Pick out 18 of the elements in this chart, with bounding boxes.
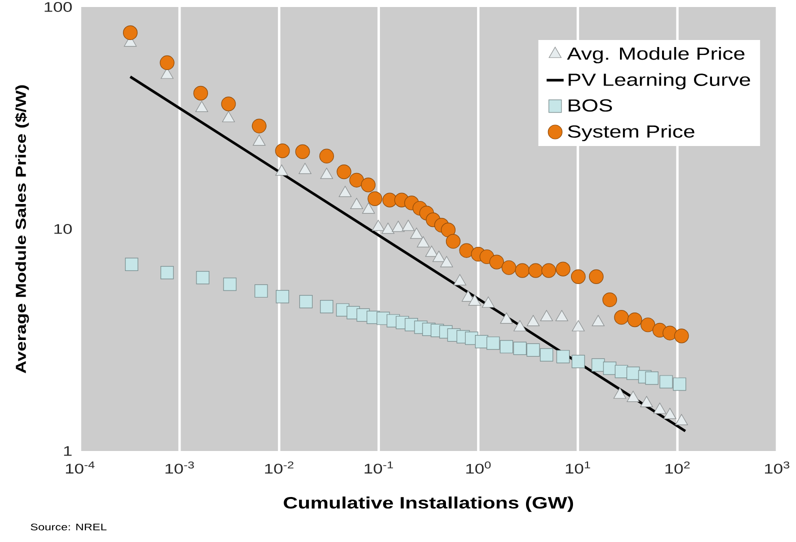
y-tick-label: 1 xyxy=(64,446,72,456)
x-tick-label: 10$^{0}$ xyxy=(466,462,491,474)
y-tick-label: 100 xyxy=(44,2,72,12)
y-axis-title: Average Module Sales Price ($/W) xyxy=(15,85,29,374)
x-tick-label: 10$^{1}$ xyxy=(566,462,590,474)
x-tick-label: 10$^{-2}$ xyxy=(265,462,294,474)
source-note: Source: NREL xyxy=(30,524,107,530)
x-axis-title: Cumulative Installations (GW) xyxy=(284,496,574,512)
x-tick-label: 10$^{-4}$ xyxy=(66,462,94,474)
legend-label: PV Learning Curve xyxy=(568,73,750,90)
legend-label: System Price xyxy=(568,124,694,142)
y-tick-label: 10 xyxy=(54,224,72,234)
legend-label: Avg. Module Price xyxy=(566,47,744,64)
legend-label: BOS xyxy=(568,99,612,112)
x-tick-label: 10$^{2}$ xyxy=(665,462,690,474)
x-tick-label: 10$^{-1}$ xyxy=(364,462,393,474)
x-tick-label: 10$^{-3}$ xyxy=(166,462,194,474)
x-tick-label: 10$^{3}$ xyxy=(764,462,790,474)
